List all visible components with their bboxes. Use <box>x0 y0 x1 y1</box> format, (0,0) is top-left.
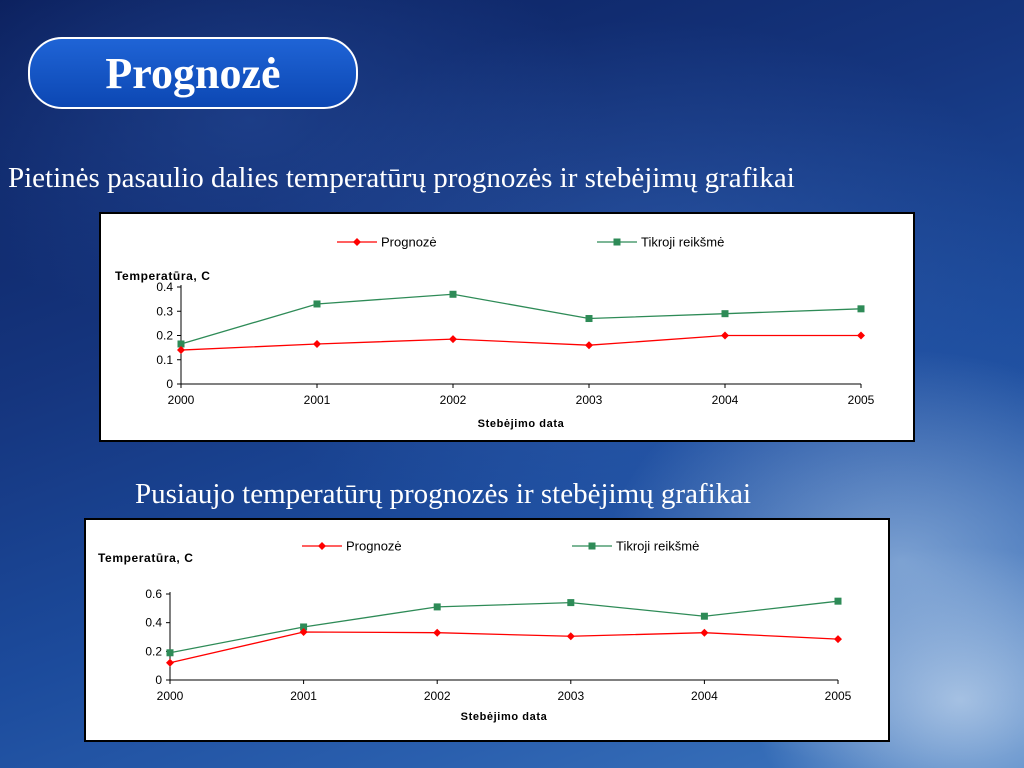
chart-1-series-forecast-point <box>857 331 865 340</box>
chart-2-series-forecast-point <box>700 628 709 637</box>
chart-1-x-tick-label: 2000 <box>168 393 195 407</box>
chart-1-x-tick-label: 2005 <box>848 393 875 407</box>
chart-2-series-actual-point <box>300 623 308 631</box>
chart-2-x-tick-label: 2001 <box>290 689 317 703</box>
chart-1-series-actual-point <box>449 290 457 298</box>
chart-2-series-actual-point <box>834 597 842 605</box>
chart-1-y-tick-label: 0.3 <box>156 304 173 318</box>
chart-2-x-tick-label: 2003 <box>557 689 584 703</box>
chart-1-series-forecast-line <box>180 334 861 351</box>
chart-1-legend-forecast-label: Prognozė <box>381 235 437 250</box>
chart-1-series-forecast-point <box>177 346 185 355</box>
chart-1-series-forecast-point <box>449 335 457 344</box>
chart-2-series-forecast-point <box>566 632 575 641</box>
chart-2-series-forecast-point <box>166 658 174 667</box>
chart-2-y-tick-label: 0.4 <box>145 616 162 630</box>
chart-1-panel: 0 0.1 0.2 0.3 0.4 2000 2001 2002 2003 2004 2005 Tem… <box>99 212 915 442</box>
chart-1-legend-actual-marker <box>613 238 621 246</box>
chart-2-legend-forecast-label: Prognozė <box>346 539 402 554</box>
chart-2-legend-actual-marker <box>588 542 596 550</box>
chart-1-svg: 0 0.1 0.2 0.3 0.4 2000 2001 2002 2003 2004 2005 Tem… <box>115 235 875 431</box>
chart-1-x-tick-label: 2001 <box>304 393 331 407</box>
chart-2-svg: 0 0.2 0.4 0.6 2000 2001 2002 2003 2004 2005 Temper… <box>98 539 852 724</box>
chart-1-series-forecast-point <box>313 339 321 348</box>
chart-2-series-actual-point <box>166 649 174 657</box>
chart-2-series-forecast-line <box>169 631 839 664</box>
chart-2-series-actual-point <box>433 603 441 611</box>
chart-2-x-tick-label: 2002 <box>424 689 451 703</box>
chart-1-x-tick-label: 2003 <box>576 393 603 407</box>
chart-2-y-tick-label: 0.2 <box>145 644 162 658</box>
chart-1-legend-actual-label: Tikroji reikšmė <box>641 235 724 250</box>
chart-1-series-actual-point <box>857 305 865 313</box>
chart-1-x-tick-label: 2002 <box>440 393 467 407</box>
chart-2-x-axis-title: Stebėjimo data <box>461 711 548 723</box>
chart-1-x-tick-label: 2004 <box>712 393 739 407</box>
chart-2-y-tick-label: 0.6 <box>145 587 162 601</box>
chart-1-caption: Pietinės pasaulio dalies temperatūrų pro… <box>8 162 795 194</box>
chart-1-y-tick-label: 0.2 <box>156 329 173 343</box>
chart-1-y-axis-title: Temperatūra, C <box>115 269 211 283</box>
chart-1-series-actual-point <box>721 310 729 318</box>
chart-2-x-tick-label: 2005 <box>825 689 852 703</box>
chart-2-series-actual-point <box>700 612 708 620</box>
chart-2-series-actual-point <box>567 599 575 607</box>
chart-2-legend-actual-label: Tikroji reikšmė <box>616 539 699 554</box>
chart-1-series-actual-point <box>313 300 321 308</box>
chart-1-series-actual-point <box>177 340 185 348</box>
chart-2-y-axis-title: Temperatūra, C <box>98 551 194 565</box>
slide-title: Prognozė <box>105 48 281 98</box>
chart-1-y-tick-label: 0.1 <box>156 353 173 367</box>
chart-2-series-actual-line <box>169 600 839 654</box>
chart-2-series-forecast-point <box>433 628 442 637</box>
chart-2-x-tick-label: 2004 <box>691 689 718 703</box>
chart-2-legend-forecast-marker <box>318 542 326 550</box>
chart-1-y-tick-label: 0.4 <box>156 280 173 294</box>
chart-2-y-tick-label: 0 <box>155 673 162 687</box>
chart-2-panel: 0 0.2 0.4 0.6 2000 2001 2002 2003 2004 2005 Temper… <box>84 518 890 742</box>
chart-1-legend-forecast-marker <box>353 238 361 246</box>
chart-2-series-forecast-point <box>834 635 842 644</box>
chart-1-series-actual-point <box>585 315 593 323</box>
chart-1-y-tick-label: 0 <box>166 377 173 391</box>
chart-1-series-forecast-point <box>721 331 729 340</box>
chart-2-caption: Pusiaujo temperatūrų prognozės ir stebėj… <box>135 478 752 510</box>
chart-2-x-tick-label: 2000 <box>157 689 184 703</box>
chart-2-series-forecast-point <box>299 627 308 636</box>
chart-1-x-axis-title: Stebėjimo data <box>478 418 565 430</box>
chart-1-series-forecast-point <box>585 341 593 350</box>
slide-title-pill: Prognozė <box>28 37 358 109</box>
chart-1-series-actual-line <box>180 293 862 345</box>
